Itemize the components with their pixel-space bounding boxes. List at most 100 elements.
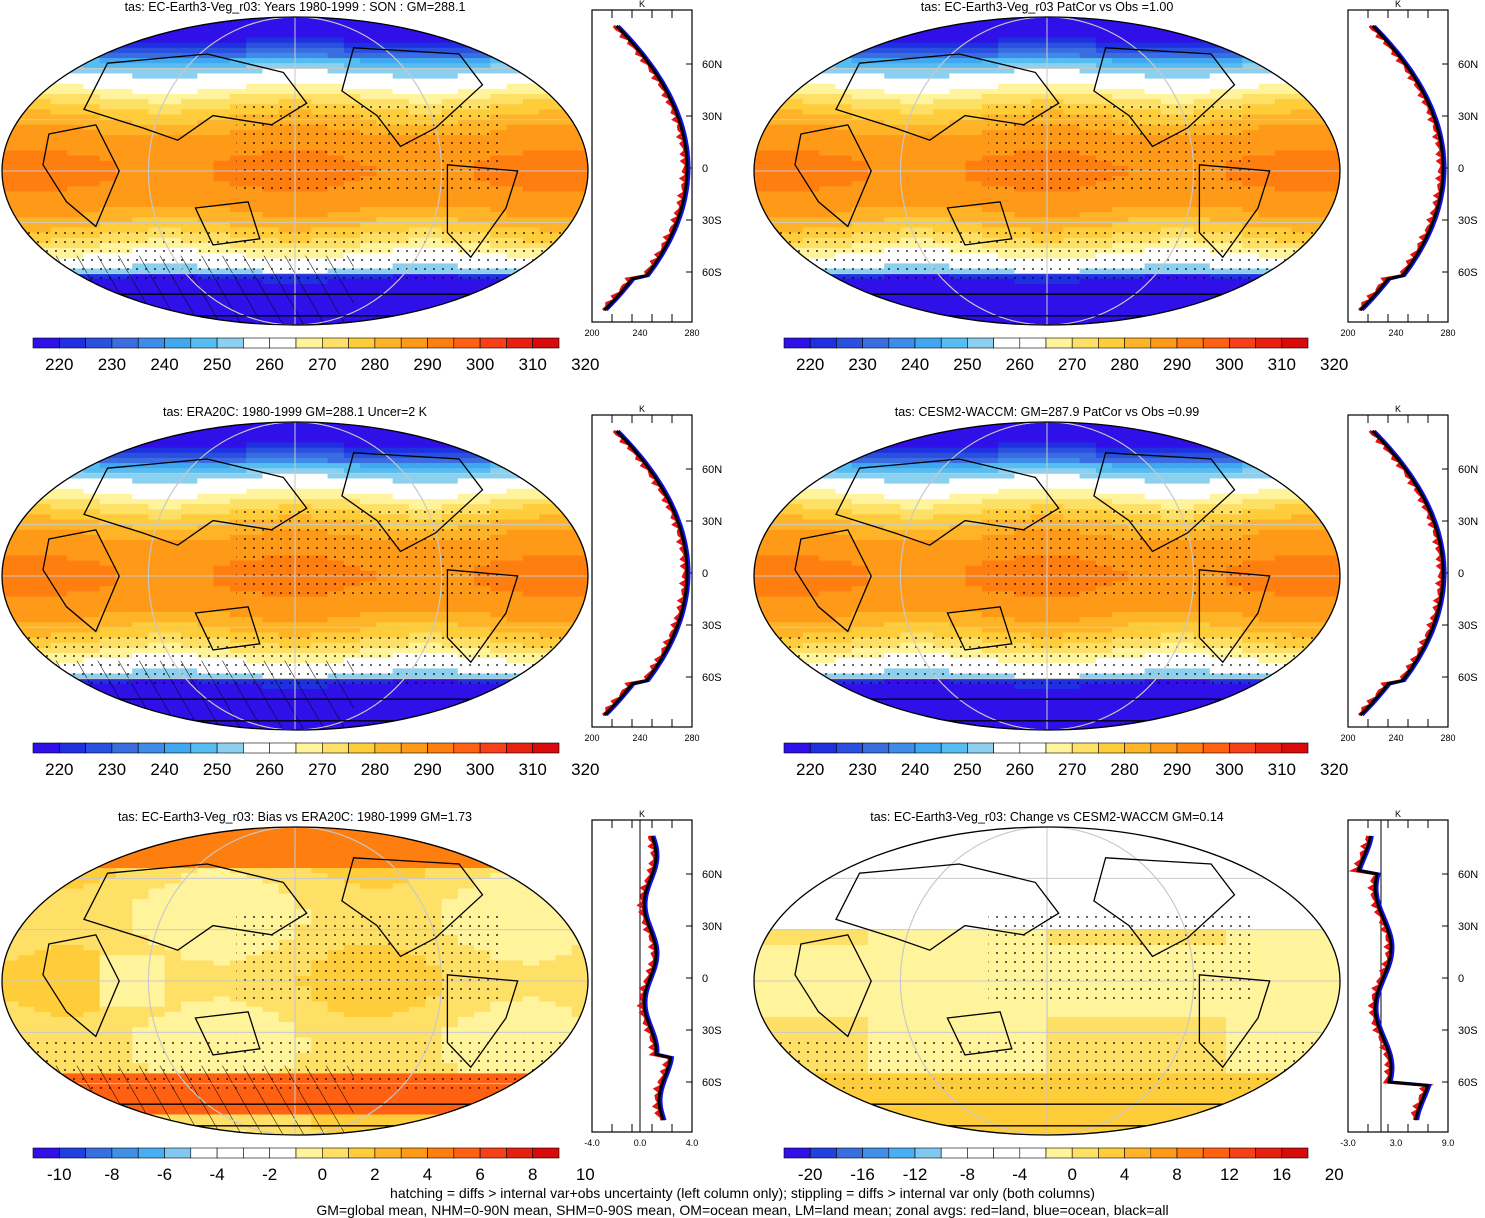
map-cell — [1291, 22, 1309, 28]
map-cell — [2, 176, 19, 182]
map-cell — [1160, 212, 1178, 218]
map-cell — [34, 201, 52, 208]
map-cell — [916, 124, 934, 131]
map-cell — [819, 299, 836, 306]
map-cell — [132, 196, 150, 203]
zonal-x-label: 240 — [632, 328, 647, 338]
map-cell — [164, 160, 182, 167]
map-cell — [246, 212, 264, 218]
map-cell — [457, 442, 475, 449]
map-cell — [1307, 52, 1325, 59]
map-cell — [246, 17, 264, 23]
map-cell — [50, 176, 68, 182]
map-cell — [1095, 78, 1113, 85]
map-cell — [311, 22, 329, 28]
map-cell — [50, 42, 68, 49]
map-cell — [376, 294, 394, 300]
map-cell — [506, 99, 524, 105]
map-cell — [490, 42, 508, 49]
map-cell — [246, 73, 264, 80]
map-cell — [213, 452, 231, 459]
map-cell — [262, 32, 280, 39]
map-cell — [490, 196, 508, 203]
map-cell — [1079, 83, 1097, 90]
map-cell — [18, 478, 36, 485]
map-cell — [916, 32, 934, 39]
map-cell — [1063, 17, 1081, 23]
map-cell — [408, 32, 426, 39]
map-cell — [278, 52, 296, 59]
map-cell — [83, 78, 101, 85]
map-cell — [884, 155, 902, 162]
map-cell — [867, 68, 885, 75]
map-cell — [1144, 68, 1162, 75]
map-cell — [213, 150, 231, 157]
map-cell — [311, 94, 329, 100]
map-cell — [132, 27, 150, 33]
map-cell — [1274, 155, 1292, 162]
map-cell — [1144, 17, 1162, 23]
map-cell — [34, 104, 52, 110]
map-cell — [181, 58, 198, 64]
map-cell — [1112, 283, 1129, 290]
map-cell — [18, 42, 36, 49]
map-cell — [965, 129, 983, 136]
map-cell — [18, 217, 36, 223]
map-cell — [754, 304, 771, 311]
map-cell — [1079, 304, 1097, 311]
map-cell — [2, 294, 19, 300]
map-cell — [1242, 212, 1260, 218]
map-cell — [490, 17, 508, 23]
map-cell — [900, 196, 918, 203]
map-cell — [213, 463, 231, 469]
map-cell — [555, 42, 573, 49]
map-cell — [1274, 47, 1292, 54]
map-cell — [1079, 196, 1097, 203]
map-cell — [457, 78, 475, 85]
map-cell — [392, 432, 410, 438]
map-cell — [1014, 63, 1032, 69]
map-cell — [1079, 88, 1097, 95]
map-cell — [99, 83, 117, 90]
map-cell — [213, 181, 231, 187]
map-cell — [900, 63, 918, 69]
map-cell — [754, 201, 771, 208]
map-cell — [819, 114, 836, 121]
map-cell — [1323, 283, 1340, 290]
map-cell — [555, 432, 573, 438]
map-cell — [83, 447, 101, 454]
map-cell — [1160, 283, 1178, 290]
map-cell — [555, 155, 573, 162]
map-cell — [539, 140, 557, 146]
map-cell — [457, 314, 475, 321]
map-cell — [770, 319, 788, 325]
map-cell — [1323, 17, 1340, 23]
map-cell — [99, 309, 117, 316]
map-cell — [18, 488, 36, 495]
map-cell — [99, 124, 117, 131]
map-cell — [457, 294, 475, 300]
map-cell — [933, 99, 950, 105]
map-cell — [770, 191, 788, 198]
map-cell — [67, 160, 84, 167]
map-cell — [67, 309, 84, 316]
map-cell — [835, 58, 853, 64]
map-cell — [425, 427, 443, 433]
map-cell — [802, 201, 820, 208]
map-cell — [1095, 278, 1113, 285]
map-cell — [246, 452, 264, 459]
map-cell — [164, 47, 182, 54]
map-cell — [754, 273, 771, 280]
map-cell — [376, 278, 394, 285]
map-cell — [1242, 68, 1260, 75]
map-cell — [1160, 201, 1178, 208]
map-cell — [441, 319, 459, 325]
map-cell — [981, 217, 999, 223]
map-cell — [1193, 206, 1211, 213]
map-cell — [148, 314, 166, 321]
map-cell — [1030, 32, 1048, 39]
map-cell — [18, 206, 36, 213]
map-cell — [164, 150, 182, 157]
map-cell — [67, 217, 84, 223]
map-cell — [884, 191, 902, 198]
